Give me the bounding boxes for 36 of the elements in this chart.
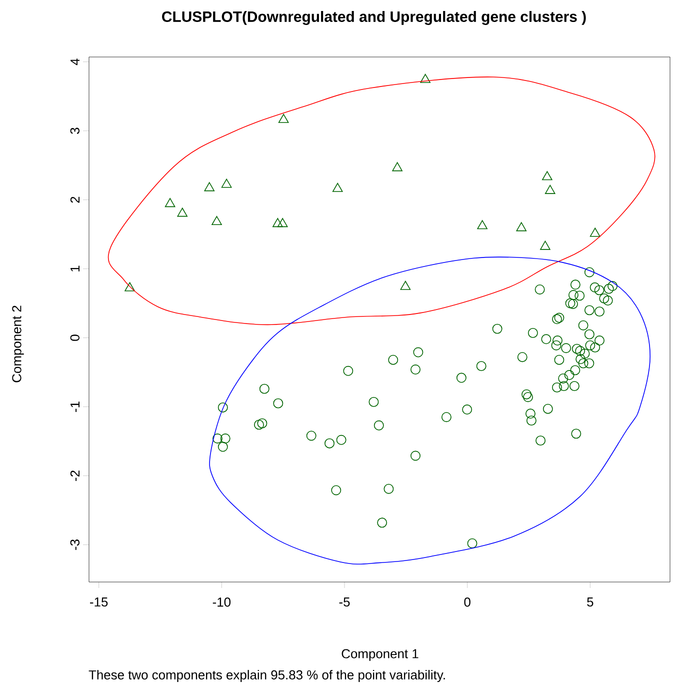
point — [212, 216, 222, 226]
y-tick-label: -3 — [70, 540, 80, 550]
y-tick-label: 3 — [70, 128, 80, 134]
point — [544, 184, 556, 194]
point — [277, 218, 288, 228]
x-tick-label: 0 — [464, 598, 470, 607]
point — [477, 220, 488, 230]
x-tick-label: -15 — [90, 598, 108, 607]
point — [540, 240, 550, 250]
text: These two components explain 95.83 % of the point variability. — [88, 670, 445, 682]
point — [278, 114, 289, 123]
chart-title: CLUSPLOT(Downregulated and Upregulated gene clusters ) — [162, 10, 586, 25]
y-tick-label: 4 — [70, 58, 80, 66]
y-tick-label: 1 — [70, 266, 80, 272]
point — [392, 162, 402, 172]
point — [272, 218, 283, 228]
point — [420, 74, 430, 83]
point — [164, 198, 176, 208]
point — [204, 182, 215, 192]
point — [590, 228, 600, 237]
y-tick-label: -2 — [70, 470, 80, 481]
point — [516, 222, 527, 232]
y-axis-title: Component 2 — [12, 306, 24, 382]
point — [332, 182, 343, 192]
point — [124, 282, 135, 292]
x-tick-label: -5 — [339, 598, 350, 607]
point — [177, 208, 188, 217]
x-tick-label: -10 — [212, 598, 231, 607]
point — [221, 178, 232, 188]
x-tick-label: 5 — [587, 598, 594, 607]
y-tick-label: 2 — [70, 196, 80, 203]
x-axis-title: Component 1 — [342, 649, 418, 661]
point — [400, 280, 411, 290]
y-tick-label: -1 — [70, 402, 80, 412]
y-tick-label: 0 — [70, 334, 80, 341]
point — [542, 171, 552, 180]
